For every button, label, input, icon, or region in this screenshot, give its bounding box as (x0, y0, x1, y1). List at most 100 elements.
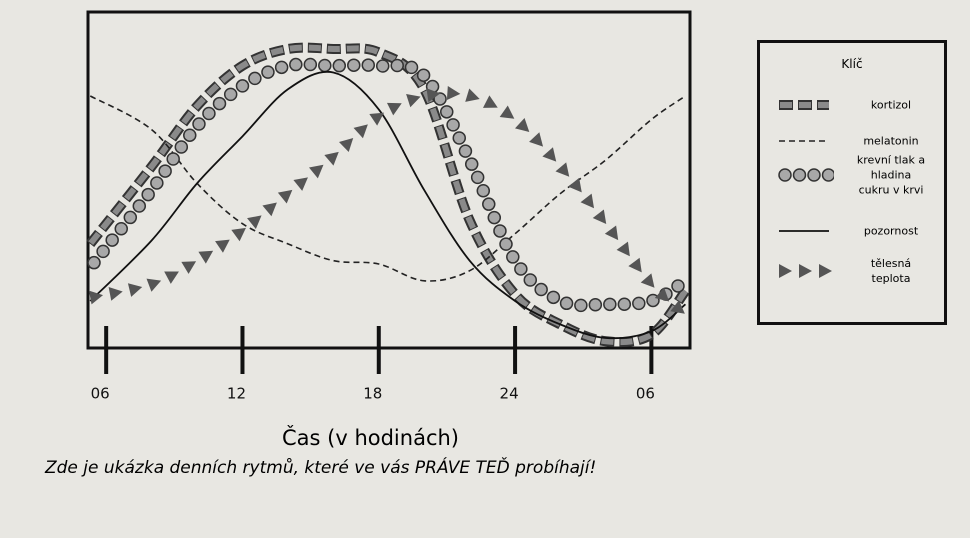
marker (223, 87, 238, 102)
marker (433, 92, 447, 106)
marker (88, 290, 104, 305)
marker (289, 57, 303, 72)
marker (406, 93, 421, 108)
marker (499, 105, 515, 119)
marker (792, 168, 807, 182)
marker (192, 117, 206, 131)
marker (183, 128, 197, 142)
marker (416, 68, 431, 82)
marker (493, 224, 507, 238)
marker (303, 57, 318, 72)
marker (164, 271, 179, 284)
marker (670, 300, 685, 314)
marker (628, 257, 642, 273)
marker (534, 282, 548, 297)
legend-swatch (779, 140, 829, 142)
marker (515, 118, 530, 133)
marker (482, 197, 496, 211)
marker (150, 176, 164, 190)
series-line (89, 70, 687, 340)
marker (105, 233, 119, 247)
marker (440, 105, 454, 119)
marker (386, 102, 402, 116)
marker (592, 209, 607, 225)
marker (546, 290, 561, 305)
marker (476, 184, 491, 198)
marker (181, 261, 197, 274)
x-tick-label: 06 (636, 385, 655, 403)
series-line-outline (86, 42, 690, 348)
legend-label: tělesná teplota (870, 257, 912, 285)
marker (482, 95, 498, 108)
marker (604, 225, 619, 241)
marker (514, 262, 528, 276)
marker (487, 210, 502, 225)
marker (464, 157, 479, 171)
marker (261, 65, 275, 79)
marker (293, 177, 308, 191)
marker (499, 237, 513, 251)
legend-swatch (779, 230, 829, 232)
marker (158, 164, 172, 178)
legend-label: kortizol (870, 98, 912, 112)
marker (523, 273, 538, 287)
marker (446, 118, 460, 132)
marker (807, 168, 821, 182)
marker (369, 112, 385, 126)
marker (671, 279, 685, 293)
marker (174, 140, 189, 154)
marker (654, 287, 670, 302)
marker (821, 168, 834, 182)
marker (96, 244, 110, 259)
marker (458, 144, 473, 158)
series-line (90, 93, 685, 314)
marker (375, 59, 390, 73)
marker (235, 79, 250, 93)
marker (640, 273, 655, 288)
x-tick-label: 12 (227, 385, 246, 403)
x-axis-label: Čas (v hodinách) (282, 426, 459, 450)
marker (277, 189, 293, 204)
plot-frame (86, 10, 692, 350)
marker (506, 250, 520, 264)
marker (324, 151, 339, 166)
legend-label: pozornost (863, 224, 919, 238)
marker (202, 106, 216, 121)
marker (141, 187, 155, 202)
marker (108, 287, 123, 301)
marker (114, 222, 129, 236)
marker (308, 164, 324, 179)
marker (617, 297, 632, 312)
legend-swatch (779, 264, 832, 278)
legend-item: tělesná teplota (760, 251, 944, 291)
series-line (87, 44, 688, 346)
marker (274, 60, 289, 75)
marker (87, 255, 101, 270)
marker (247, 215, 262, 230)
marker (779, 264, 792, 278)
marker (318, 58, 332, 73)
marker (248, 71, 262, 86)
marker (588, 298, 603, 312)
marker (262, 202, 277, 217)
marker (555, 162, 570, 177)
x-tick-label: 18 (363, 385, 382, 403)
marker (819, 264, 832, 278)
marker (452, 131, 467, 145)
marker (404, 60, 419, 75)
marker (353, 124, 368, 139)
x-tick-label: 06 (91, 385, 110, 403)
marker (132, 199, 147, 213)
series-line (90, 64, 685, 305)
legend-item: melatonin (760, 121, 944, 161)
marker (529, 132, 544, 147)
legend-item: krevní tlak a hladina cukru v krvi (760, 154, 944, 197)
marker (559, 296, 574, 311)
legend-swatch (778, 168, 834, 182)
marker (231, 227, 246, 242)
marker (338, 137, 354, 153)
marker (127, 283, 143, 297)
marker (426, 88, 441, 103)
